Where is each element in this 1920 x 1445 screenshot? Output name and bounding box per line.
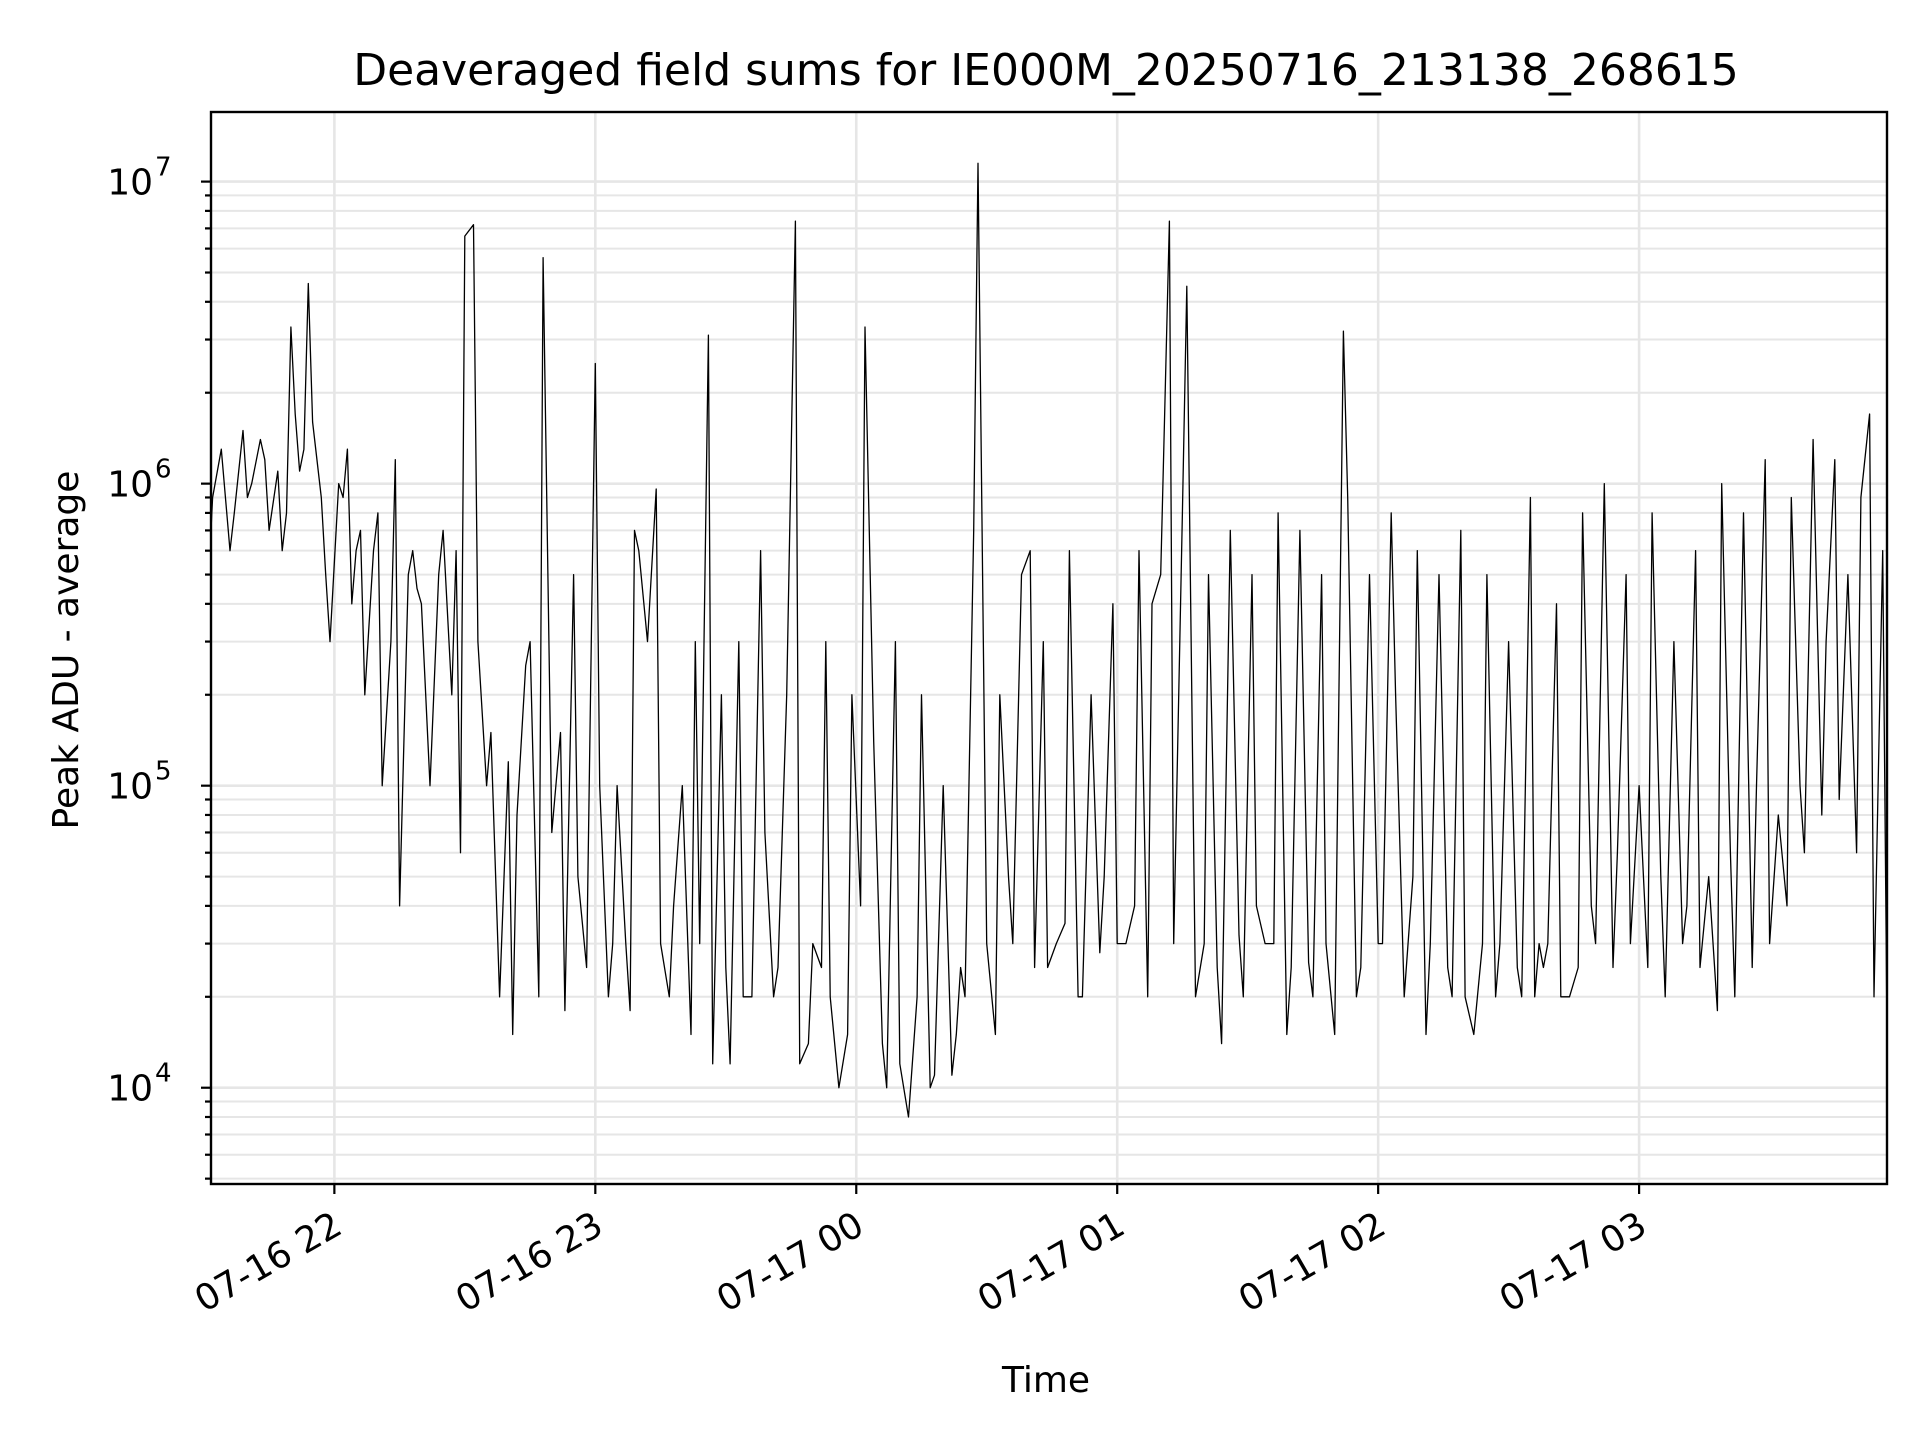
x-axis-label: Time — [1001, 1360, 1090, 1401]
y-tick-label: 10 — [107, 767, 153, 808]
chart-title: Deaveraged field sums for IE000M_2025071… — [353, 45, 1739, 96]
y-tick-label-exponent: 5 — [155, 757, 172, 787]
y-tick-label: 10 — [107, 1069, 153, 1110]
y-tick-label-exponent: 4 — [155, 1059, 172, 1089]
y-tick-label-exponent: 7 — [155, 153, 172, 183]
plot-frame — [209, 110, 1889, 1186]
y-tick-label-exponent: 6 — [155, 455, 172, 485]
y-tick-label: 10 — [107, 163, 153, 204]
series-line — [210, 162, 1888, 1118]
series-layer — [210, 162, 1888, 1118]
y-axis-label: Peak ADU - average — [46, 471, 87, 830]
grid-layer — [211, 112, 1887, 1184]
y-tick-label: 10 — [107, 465, 153, 506]
